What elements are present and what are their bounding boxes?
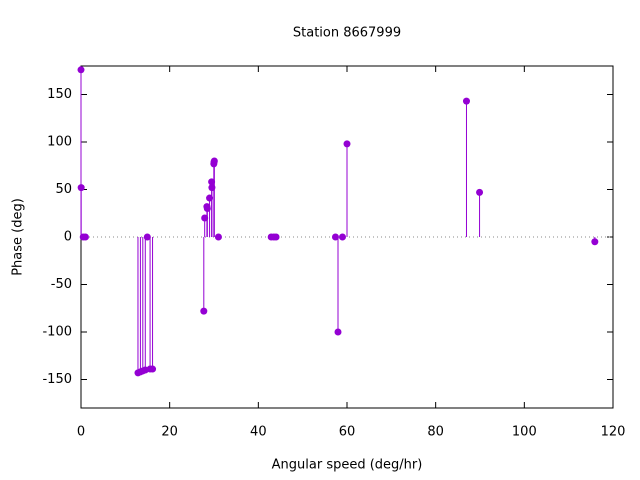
point — [343, 140, 351, 148]
x-tick-label: 20 — [161, 425, 178, 440]
x-tick-label: 80 — [427, 425, 444, 440]
y-tick-label: -100 — [42, 325, 72, 340]
y-tick-label: 50 — [55, 182, 72, 197]
point — [331, 233, 339, 241]
point — [272, 233, 280, 241]
point — [149, 365, 157, 373]
y-tick-label: 0 — [64, 230, 72, 245]
point — [77, 184, 85, 192]
x-tick-label: 0 — [77, 425, 85, 440]
x-tick-label: 40 — [250, 425, 267, 440]
point — [200, 307, 208, 315]
x-tick-label: 60 — [339, 425, 356, 440]
point — [476, 188, 484, 196]
point — [210, 157, 218, 165]
y-tick-label: -50 — [51, 277, 72, 292]
y-axis-label: Phase (deg) — [11, 198, 26, 276]
y-tick-label: 150 — [47, 87, 72, 102]
point — [591, 238, 599, 246]
chart-title: Station 8667999 — [293, 26, 401, 41]
x-tick-label: 100 — [512, 425, 537, 440]
point — [334, 328, 342, 336]
x-axis-label: Angular speed (deg/hr) — [272, 458, 423, 473]
y-tick-label: -150 — [42, 372, 72, 387]
x-tick-label: 120 — [601, 425, 626, 440]
y-tick-label: 100 — [47, 135, 72, 150]
point — [338, 233, 346, 241]
point — [81, 233, 89, 241]
point — [214, 233, 222, 241]
point — [77, 66, 85, 74]
point — [143, 233, 151, 241]
point — [462, 97, 470, 105]
